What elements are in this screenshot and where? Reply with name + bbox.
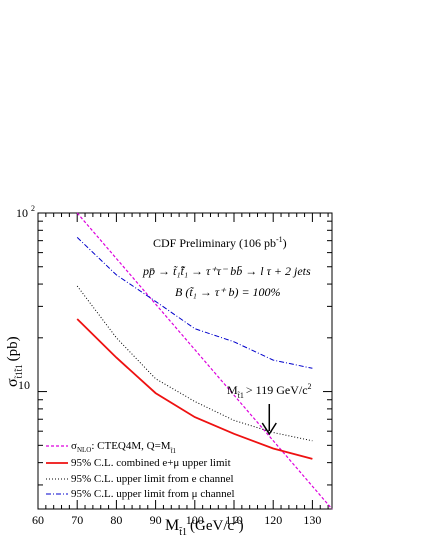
y-axis-label-sub: t̃1t̃̄1	[14, 364, 24, 378]
legend-theory-sub: NLO	[77, 446, 91, 454]
annotation-preliminary: CDF Preliminary (106 pb-1)	[153, 235, 287, 250]
x-axis-label-units: (GeV/c	[190, 518, 234, 534]
x-tick-label: 120	[264, 513, 282, 527]
x-tick-label: 70	[71, 513, 83, 527]
y-tick-label-10: 10	[18, 378, 30, 392]
y-axis-label: σt̃1t̃̄1 (pb)	[4, 336, 24, 387]
annotation-mass-limit-main: M	[227, 383, 238, 397]
x-axis-label-sub: t̃1	[179, 526, 187, 538]
x-tick-labels: 60 70 80 90 100 110 120 130	[32, 513, 321, 527]
series-line-0	[76, 212, 333, 510]
annotation-process: pp̄ → t̃₁t̄̃₁ → τ⁺τ⁻ bb̄ → l τ + 2 jets	[142, 264, 311, 278]
series-lines	[76, 212, 333, 510]
legend: σNLO: CTEQ4M, Q=Mt̃1 95% C.L. combined e…	[46, 440, 235, 500]
y-axis-label-main: σ	[4, 378, 21, 387]
annotation-mass-limit-sub: t̃1	[237, 391, 243, 400]
y-tick-label-100: 10 2	[16, 204, 35, 220]
x-tick-label: 90	[150, 513, 162, 527]
series-line-3	[76, 237, 313, 369]
x-axis-label-main: M	[165, 517, 179, 534]
plot-frame	[37, 212, 333, 510]
axis-ticks	[37, 212, 332, 509]
annotation-prelim-close: )	[283, 236, 287, 250]
legend-theory-main: σ	[71, 440, 77, 452]
annotation-prelim-main: CDF Preliminary (106 pb	[153, 236, 276, 250]
x-tick-label: 60	[32, 513, 44, 527]
x-tick-label: 100	[186, 513, 204, 527]
legend-label-theory: σNLO: CTEQ4M, Q=Mt̃1	[71, 440, 177, 455]
series-line-1	[76, 318, 313, 460]
x-tick-label: 110	[225, 513, 243, 527]
x-axis-label-units-sup: 2	[234, 515, 239, 525]
legend-label-mu-channel: 95% C.L. upper limit from μ channel	[71, 488, 235, 500]
x-tick-label: 130	[303, 513, 321, 527]
legend-label-e-channel: 95% C.L. upper limit from e channel	[71, 473, 234, 485]
x-axis-label-units-close: )	[239, 518, 244, 534]
x-axis-label: Mt̃1 (GeV/c2)	[165, 515, 244, 538]
limit-arrow	[261, 404, 277, 436]
annotation-mass-limit-sup: 2	[308, 382, 312, 391]
annotation-branching: B (t̃₁ → τ⁺ b) = 100%	[175, 285, 281, 299]
legend-theory-rest: : CTEQ4M, Q=M	[91, 440, 170, 452]
y-tick-label-100-exp: 2	[31, 204, 35, 213]
limit-arrow-head	[261, 422, 277, 436]
annotation-prelim-sup: -1	[276, 235, 283, 244]
x-tick-label: 80	[110, 513, 122, 527]
legend-theory-sub2: t̃1	[170, 447, 176, 455]
y-tick-label-100-base: 10	[16, 206, 28, 220]
annotation-mass-limit: Mt̃1 > 119 GeV/c2	[227, 382, 312, 400]
annotation-mass-limit-text: > 119 GeV/c	[246, 383, 308, 397]
y-axis-label-units: (pb)	[5, 336, 21, 361]
legend-label-combined: 95% C.L. combined e+μ upper limit	[71, 457, 231, 469]
